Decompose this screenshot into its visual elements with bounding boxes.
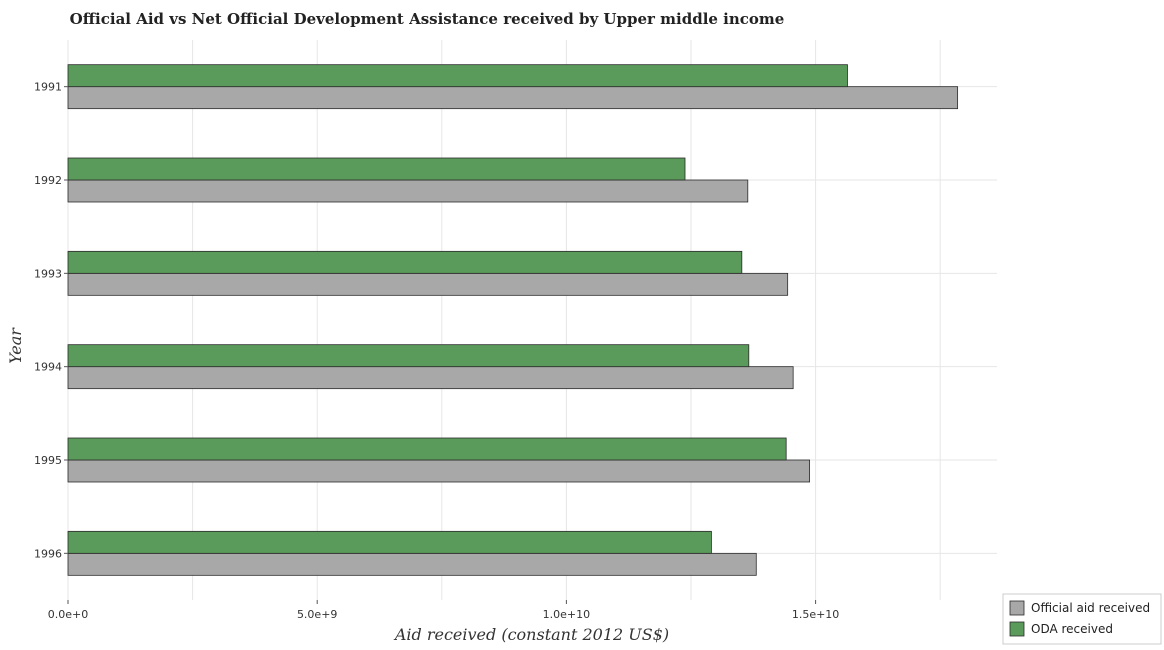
grid xyxy=(67,40,997,600)
bars xyxy=(67,64,959,576)
bar-oda xyxy=(67,157,686,181)
bar-oda xyxy=(67,250,743,274)
x-tick-label: 0.0e+0 xyxy=(48,608,88,621)
y-tick-label: 1996 xyxy=(34,547,62,560)
bar-official-aid xyxy=(67,272,789,296)
legend-label: ODA received xyxy=(1031,622,1113,636)
bar-oda xyxy=(67,64,848,88)
legend-swatch xyxy=(1009,600,1025,616)
legend-box xyxy=(1002,593,1162,645)
y-tick-label: 1992 xyxy=(34,174,62,187)
legend-label: Official aid received xyxy=(1031,601,1150,615)
bar-official-aid xyxy=(67,366,794,390)
y-axis-label: Year xyxy=(6,327,25,364)
y-tick-label: 1991 xyxy=(34,81,62,94)
x-axis-label: Aid received (constant 2012 US$) xyxy=(393,625,669,644)
legend-swatch xyxy=(1009,621,1025,637)
bar-oda xyxy=(67,344,750,368)
x-tick-label: 5.0e+9 xyxy=(297,608,337,621)
x-tick-label: 1.5e+10 xyxy=(792,608,839,621)
bar-official-aid xyxy=(67,179,749,203)
bar-official-aid xyxy=(67,86,959,110)
y-ticks: 1991 1992 1993 1994 1995 1996 xyxy=(34,81,68,560)
bar-oda xyxy=(67,530,712,554)
chart-title: Official Aid vs Net Official Development… xyxy=(70,10,785,28)
x-ticks: 0.0e+0 5.0e+9 1.0e+10 1.5e+10 xyxy=(48,600,839,621)
plot-area xyxy=(68,40,997,600)
legend: Official aid received ODA received xyxy=(1002,593,1162,645)
bar-official-aid xyxy=(67,552,757,576)
y-tick-label: 1993 xyxy=(34,267,62,280)
y-tick-label: 1995 xyxy=(34,454,62,467)
bar-official-aid xyxy=(67,459,811,483)
x-tick-label: 1.0e+10 xyxy=(543,608,590,621)
bar-oda xyxy=(67,437,787,461)
y-tick-label: 1994 xyxy=(34,361,62,374)
